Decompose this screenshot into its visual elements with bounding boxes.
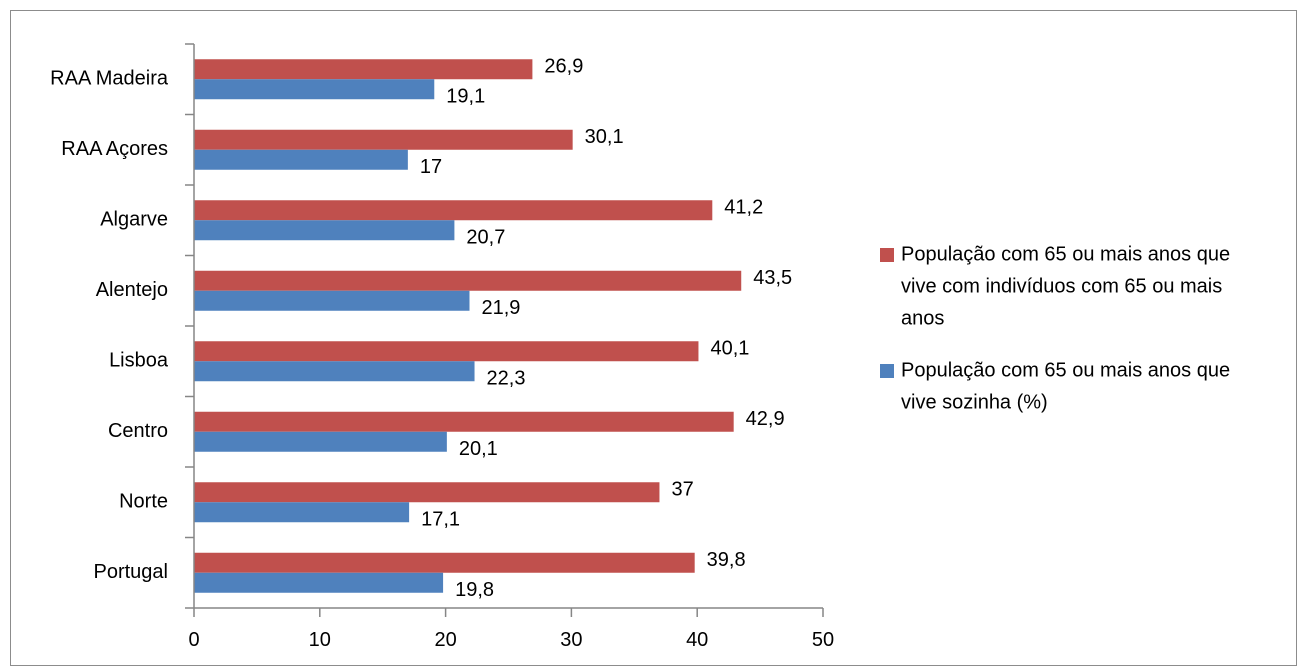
data-label-alone-5: 20,1 [459,438,498,460]
legend-swatch-with-elderly [880,248,894,262]
legend-swatch-alone [880,364,894,378]
bar-alone-7 [194,572,444,593]
x-tick-label-4: 40 [686,629,708,651]
legend-entry-alone-line-0: População com 65 ou mais anos que [901,359,1230,381]
category-label-4: Lisboa [109,350,169,372]
bar-with-elderly-7 [194,552,695,573]
x-tick-label-5: 50 [812,629,834,651]
bar-with-elderly-1 [194,129,573,150]
category-label-3: Alentejo [96,279,168,301]
bar-alone-3 [194,290,470,311]
bar-alone-0 [194,79,435,100]
legend-entry-with-elderly-line-0: População com 65 ou mais anos que [901,243,1230,265]
bar-alone-1 [194,149,408,170]
data-label-alone-2: 20,7 [466,227,505,249]
legend: População com 65 ou mais anos que vive co… [880,243,1230,413]
category-label-2: Algarve [100,209,168,231]
bar-alone-5 [194,431,447,452]
labels-layer: 26,9 19,1 RAA Madeira 30,1 17 RAA Açores 41,2 2… [50,56,792,602]
bar-alone-2 [194,220,455,241]
x-tick-label-2: 20 [434,629,456,651]
category-label-6: Norte [119,491,168,513]
data-label-with-elderly-6: 37 [671,479,693,501]
category-label-1: RAA Açores [61,138,168,160]
bar-with-elderly-4 [194,341,699,362]
x-tick-label-1: 10 [309,629,331,651]
data-label-with-elderly-0: 26,9 [544,56,583,78]
axis-layer: 0 10 20 30 40 50 [185,43,834,651]
data-label-alone-7: 19,8 [455,579,494,601]
data-label-with-elderly-4: 40,1 [710,338,749,360]
data-label-with-elderly-3: 43,5 [753,267,792,289]
bar-alone-4 [194,361,475,382]
data-label-alone-1: 17 [420,156,442,178]
category-label-0: RAA Madeira [50,68,169,90]
x-tick-label-3: 30 [560,629,582,651]
bar-with-elderly-3 [194,270,742,291]
bar-alone-6 [194,502,410,523]
data-label-alone-0: 19,1 [446,86,485,108]
bar-with-elderly-5 [194,411,734,432]
bar-with-elderly-6 [194,482,660,503]
data-label-with-elderly-2: 41,2 [724,197,763,219]
category-label-5: Centro [108,420,168,442]
x-tick-label-0: 0 [188,629,199,651]
data-label-alone-4: 22,3 [487,368,526,390]
bar-with-elderly-2 [194,200,713,221]
data-label-with-elderly-5: 42,9 [746,408,785,430]
data-label-alone-3: 21,9 [482,297,521,319]
data-label-alone-6: 17,1 [421,509,460,531]
legend-entry-with-elderly-line-1: vive com indivíduos com 65 ou mais [901,275,1222,297]
bar-with-elderly-0 [194,59,533,80]
legend-entry-with-elderly-line-2: anos [901,307,944,329]
legend-entry-alone-line-1: vive sozinha (%) [901,391,1048,413]
category-label-7: Portugal [94,561,169,583]
data-label-with-elderly-7: 39,8 [707,549,746,571]
data-label-with-elderly-1: 30,1 [585,126,624,148]
bars-layer [194,59,742,593]
